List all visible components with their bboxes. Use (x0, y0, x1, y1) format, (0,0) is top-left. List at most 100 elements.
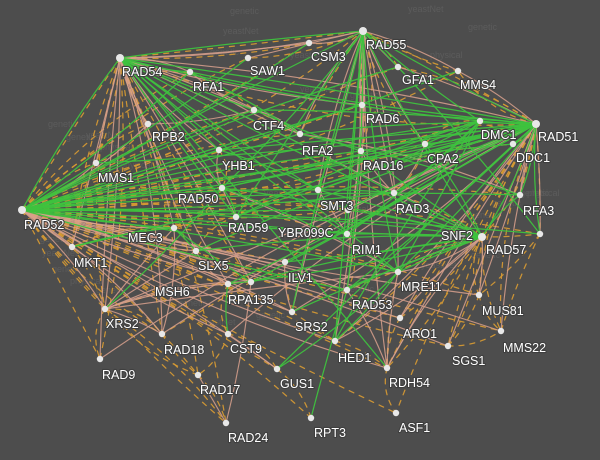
node-layer[interactable] (18, 27, 544, 427)
network-node-csm3[interactable] (305, 39, 313, 47)
network-node-gus1[interactable] (273, 365, 281, 373)
node-label-mec3: MEC3 (128, 231, 163, 245)
network-node-slx5[interactable] (192, 247, 200, 255)
edge (104, 308, 163, 335)
network-node-yhb1[interactable] (215, 146, 223, 154)
network-node-mkt1[interactable] (68, 243, 76, 251)
edge (99, 57, 121, 360)
node-label-rpt3: RPT3 (314, 426, 346, 440)
network-node-cpa2[interactable] (421, 140, 429, 148)
network-node-rad9[interactable] (96, 355, 104, 363)
network-node-msh6[interactable] (247, 278, 255, 286)
network-node-xrs2[interactable] (101, 305, 109, 313)
watermark-text: yeastNet (223, 26, 259, 36)
network-node-rad53[interactable] (343, 286, 351, 294)
network-node-rad55[interactable] (359, 27, 367, 35)
edge (119, 42, 310, 59)
network-node-rad50[interactable] (218, 184, 226, 192)
network-node-rfa2[interactable] (296, 130, 304, 138)
watermark-text: genetic (178, 298, 208, 308)
network-node-rad6[interactable] (358, 101, 366, 109)
watermark-text: genetic (96, 285, 126, 295)
watermark-text: genetic (468, 22, 498, 32)
edge (399, 236, 483, 319)
edge (21, 209, 399, 273)
network-node-rpt3[interactable] (307, 414, 315, 422)
network-node-rad52[interactable] (18, 206, 26, 214)
network-node-ddc1[interactable] (509, 140, 517, 148)
network-node-mus81[interactable] (475, 291, 483, 299)
edge (21, 209, 336, 342)
edge (362, 30, 483, 238)
network-node-rad16[interactable] (357, 147, 365, 155)
network-node-snf2[interactable] (478, 233, 486, 241)
network-node-saw1[interactable] (244, 54, 252, 62)
edge (218, 123, 537, 151)
network-node-mms1[interactable] (92, 159, 100, 167)
edge (276, 123, 537, 370)
network-node-ctf4[interactable] (250, 106, 258, 114)
watermark-text: yeastNet (408, 4, 444, 14)
network-node-rad57[interactable] (536, 230, 544, 238)
node-label-sgs1: SGS1 (452, 354, 485, 368)
edge (119, 57, 481, 122)
network-node-sgs1[interactable] (444, 342, 452, 350)
network-node-rad54[interactable] (116, 54, 124, 62)
network-node-mre11[interactable] (394, 268, 402, 276)
network-node-rpa135[interactable] (224, 280, 232, 288)
edge (119, 57, 191, 73)
edge (481, 233, 541, 238)
network-node-ilv1[interactable] (281, 258, 289, 266)
edge (21, 143, 426, 211)
watermark-text: genetic (471, 250, 501, 260)
watermark-text: genetic (492, 198, 522, 208)
edge (424, 120, 481, 145)
watermark-text: yeastNet (421, 260, 457, 270)
network-node-rpb2[interactable] (144, 120, 152, 128)
network-node-rad59[interactable] (232, 213, 240, 221)
network-node-rad18[interactable] (158, 330, 166, 338)
edge (386, 236, 483, 369)
edge (21, 209, 348, 291)
network-node-srs2[interactable] (288, 308, 296, 316)
node-label-cpa2: CPA2 (427, 152, 459, 166)
network-node-asf1[interactable] (392, 409, 400, 417)
edge (21, 133, 301, 211)
network-node-mms22[interactable] (497, 327, 505, 335)
node-label-rfa1: RFA1 (193, 80, 224, 94)
edge (119, 57, 537, 125)
node-label-mkt1: MKT1 (74, 256, 107, 270)
network-node-rad24[interactable] (222, 419, 230, 427)
network-node-mec3[interactable] (170, 224, 178, 232)
network-node-rfa3[interactable] (516, 191, 524, 199)
network-node-hed1[interactable] (331, 337, 339, 345)
network-node-mms4[interactable] (454, 67, 462, 75)
network-node-rad3[interactable] (390, 189, 398, 197)
network-node-rdh54[interactable] (383, 364, 391, 372)
network-node-rad17[interactable] (194, 371, 202, 379)
network-node-dmc1[interactable] (476, 117, 484, 125)
network-node-rfa1[interactable] (186, 68, 194, 76)
edge (447, 294, 480, 347)
network-node-rad51[interactable] (532, 120, 540, 128)
edge (21, 30, 364, 211)
network-node-gfa1[interactable] (394, 63, 402, 71)
network-node-aro1[interactable] (396, 314, 404, 322)
network-node-cst9[interactable] (224, 330, 232, 338)
watermark-text: yeastNet (300, 84, 336, 94)
network-node-smt3[interactable] (314, 186, 322, 194)
edge (478, 236, 483, 296)
network-node-rim1[interactable] (343, 230, 351, 238)
network-node-ybr099c[interactable] (344, 206, 352, 214)
edge (119, 30, 364, 59)
edge (197, 333, 229, 376)
node-label-rad54: RAD54 (122, 65, 162, 79)
node-label-rad53: RAD53 (352, 298, 392, 312)
edge (334, 271, 399, 342)
edge (299, 122, 537, 135)
edge (284, 261, 293, 313)
edge (360, 150, 483, 238)
node-label-xrs2: XRS2 (106, 317, 139, 331)
